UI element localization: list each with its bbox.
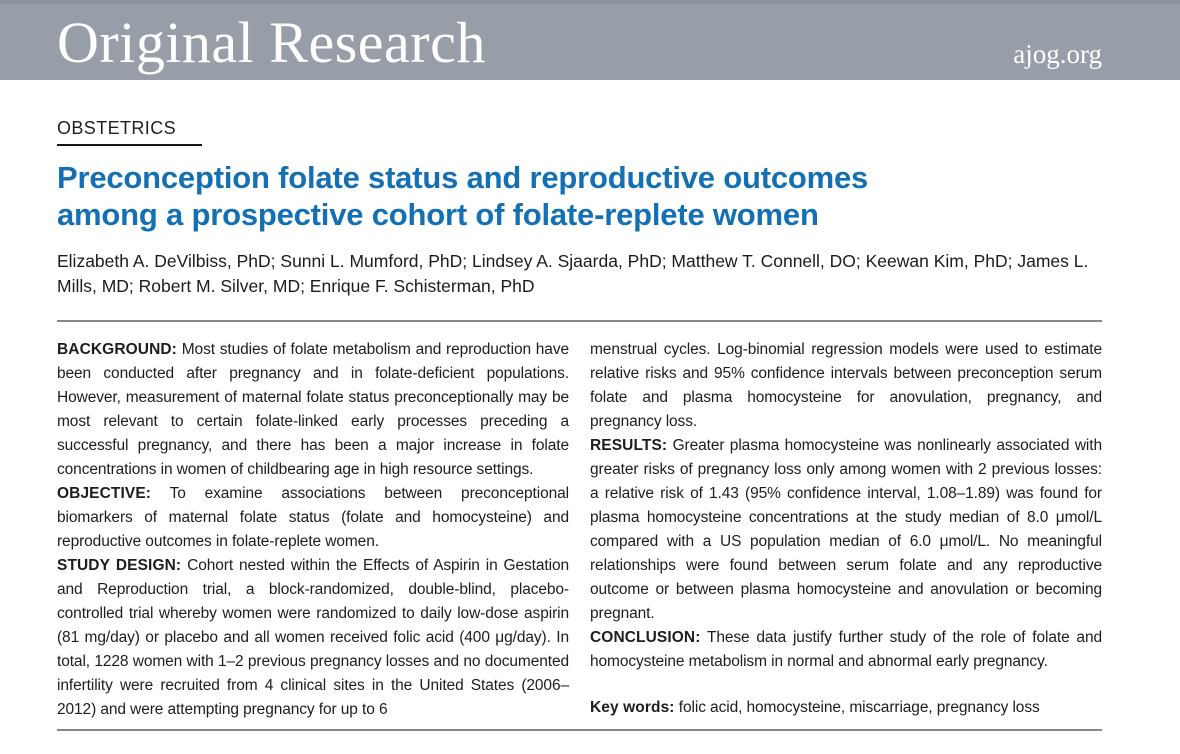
abstract-paragraph-objective: OBJECTIVE: To examine associations betwe… bbox=[57, 482, 569, 554]
paragraph-label: STUDY DESIGN: bbox=[57, 557, 182, 574]
section-label-wrap: OBSTETRICS bbox=[57, 118, 1102, 146]
abstract-top-rule bbox=[57, 320, 1102, 322]
journal-banner: Original Research ajog.org bbox=[0, 0, 1180, 80]
section-underline bbox=[57, 144, 202, 146]
keywords-label: Key words: bbox=[590, 699, 675, 716]
paragraph-text: To examine associations between preconce… bbox=[57, 485, 569, 550]
banner-section-title: Original Research bbox=[57, 10, 486, 75]
keywords-text: folic acid, homocysteine, miscarriage, p… bbox=[678, 699, 1040, 716]
abstract-paragraph-conclusion: CONCLUSION: These data justify further s… bbox=[590, 626, 1102, 674]
article-title: Preconception folate status and reproduc… bbox=[57, 159, 1102, 233]
paragraph-label: CONCLUSION: bbox=[590, 629, 701, 646]
paragraph-label: BACKGROUND: bbox=[57, 341, 177, 358]
paragraph-label: OBJECTIVE: bbox=[57, 485, 152, 502]
paragraph-text: These data justify further study of the … bbox=[590, 629, 1102, 670]
author-list: Elizabeth A. DeVilbiss, PhD; Sunni L. Mu… bbox=[57, 251, 1089, 296]
paragraph-text: Cohort nested within the Effects of Aspi… bbox=[57, 557, 569, 718]
article-section-label: OBSTETRICS bbox=[57, 118, 177, 138]
abstract-paragraph-results: RESULTS: Greater plasma homocysteine was… bbox=[590, 434, 1102, 626]
abstract-paragraph-background: BACKGROUND: Most studies of folate metab… bbox=[57, 338, 569, 482]
article: OBSTETRICS Preconception folate status a… bbox=[0, 118, 1180, 731]
paragraph-text: Greater plasma homocysteine was nonlinea… bbox=[590, 437, 1102, 622]
abstract-left-column: BACKGROUND: Most studies of folate metab… bbox=[57, 338, 569, 729]
journal-url-link[interactable]: ajog.org bbox=[1013, 39, 1102, 69]
paragraph-label: RESULTS: bbox=[590, 437, 668, 454]
paragraph-text: Most studies of folate metabolism and re… bbox=[57, 341, 569, 478]
abstract: BACKGROUND: Most studies of folate metab… bbox=[57, 322, 1102, 729]
abstract-right-column: menstrual cycles. Log-binomial regressio… bbox=[590, 338, 1102, 729]
article-title-line2: among a prospective cohort of folate-rep… bbox=[57, 197, 819, 232]
abstract-paragraph-study-design: STUDY DESIGN: Cohort nested within the E… bbox=[57, 554, 569, 722]
article-title-line1: Preconception folate status and reproduc… bbox=[57, 160, 869, 195]
abstract-bottom-rule bbox=[57, 729, 1102, 731]
paragraph-text: menstrual cycles. Log-binomial regressio… bbox=[590, 341, 1102, 430]
abstract-paragraph-continuation: menstrual cycles. Log-binomial regressio… bbox=[590, 338, 1102, 434]
abstract-keywords: Key words: folic acid, homocysteine, mis… bbox=[590, 696, 1102, 720]
